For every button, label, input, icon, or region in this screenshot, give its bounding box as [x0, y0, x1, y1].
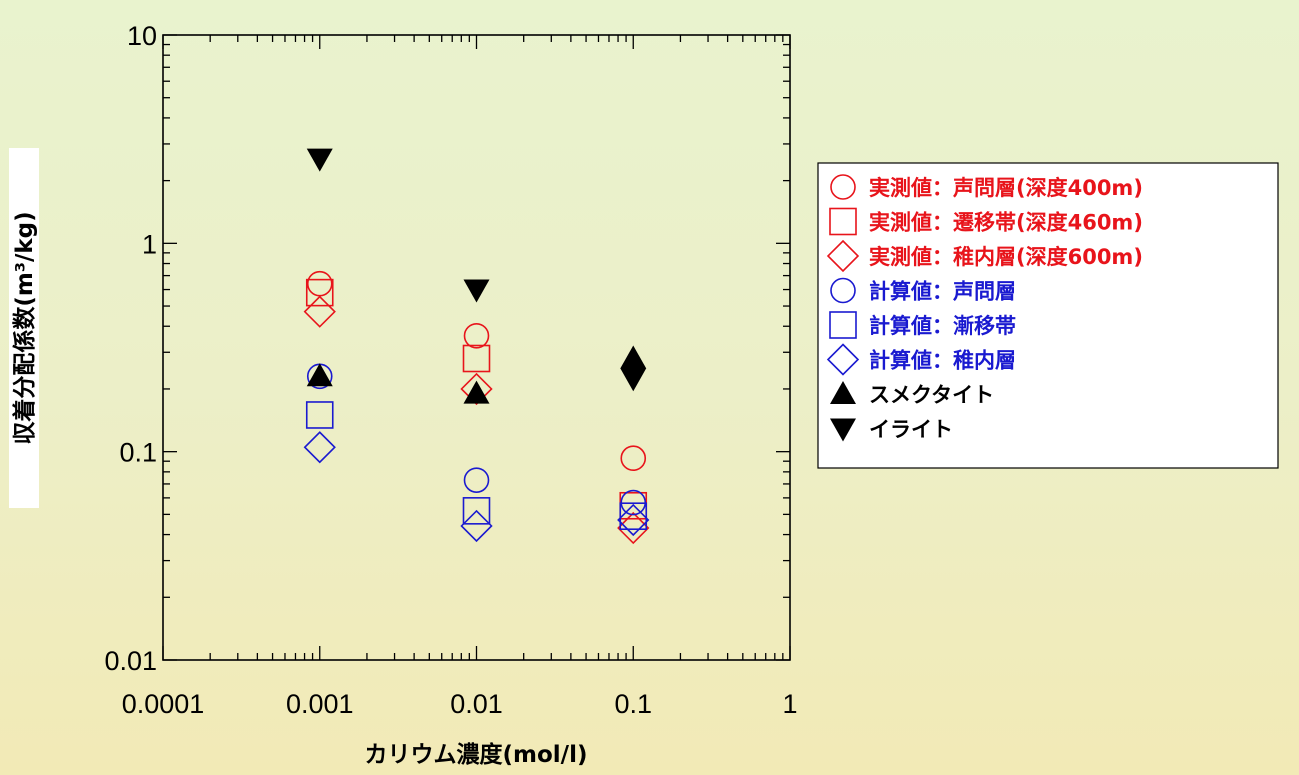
- legend-label: 実測値：声問層(深度400m): [869, 176, 1143, 200]
- legend-label: 実測値：遷移帯(深度460m): [869, 211, 1143, 235]
- legend-marker: [830, 381, 856, 404]
- legend-label: イライト: [869, 418, 953, 442]
- data-point: [617, 511, 650, 545]
- data-point: [306, 363, 333, 387]
- series-7: [306, 148, 647, 392]
- data-point: [460, 372, 493, 406]
- x-axis-tick-labels: 0.0001 0.001 0.01 0.1 1: [122, 689, 798, 719]
- x-tick-label: 0.001: [286, 689, 354, 719]
- legend-item: 計算値：漸移帯: [829, 311, 1016, 339]
- legend-marker: [830, 277, 856, 304]
- legend-marker: [826, 239, 860, 273]
- data-point: [620, 445, 647, 472]
- legend-item: 計算値：稚内層: [826, 343, 1016, 376]
- axis-ticks: [162, 34, 791, 661]
- data-point: [463, 467, 490, 493]
- legend-label: スメクタイト: [869, 383, 994, 407]
- y-tick-label: 10: [127, 21, 157, 51]
- legend-item: スメクタイト: [830, 381, 994, 407]
- legend-marker: [829, 311, 857, 339]
- legend-item: 実測値：遷移帯(深度460m): [829, 207, 1143, 236]
- legend-item: 実測値：声問層(深度400m): [830, 174, 1143, 200]
- legend: 実測値：声問層(深度400m) 実測値：遷移帯(深度460m) 実測値：稚内層(深度…: [817, 162, 1279, 469]
- data-point: [462, 344, 491, 373]
- data-point: [460, 509, 493, 543]
- data-point: [306, 270, 333, 297]
- legend-item: 計算値：声問層: [830, 277, 1016, 304]
- data-point: [463, 322, 490, 349]
- series-6: [306, 345, 647, 404]
- data-point: [303, 295, 336, 328]
- data-point: [305, 401, 334, 429]
- data-point: [620, 345, 647, 369]
- y-axis-title-background: [9, 148, 39, 508]
- data-point: [463, 380, 490, 404]
- y-tick-label: 0.1: [119, 438, 157, 468]
- data-point: [462, 497, 491, 525]
- data-point: [306, 148, 333, 172]
- x-tick-label: 0.0001: [122, 689, 205, 719]
- legend-box: [817, 162, 1279, 469]
- legend-marker: [830, 174, 856, 200]
- x-tick-label: 1: [782, 689, 797, 719]
- legend-label: 実測値：稚内層(深度600m): [869, 245, 1143, 269]
- legend-label: 計算値：稚内層: [869, 349, 1016, 373]
- data-point: [463, 279, 490, 303]
- legend-label: 計算値：声問層: [869, 280, 1016, 304]
- y-axis-title-group: 収着分配係数(m³/kg): [9, 148, 39, 508]
- x-axis-title: カリウム濃度(mol/l): [365, 741, 588, 768]
- data-point: [305, 278, 334, 307]
- y-tick-label: 0.01: [104, 646, 157, 676]
- y-axis-tick-labels: 0.01 0.1 1 10: [104, 21, 157, 676]
- series-5: [303, 431, 650, 543]
- legend-marker: [826, 343, 860, 376]
- data-point: [620, 368, 647, 392]
- series-4: [305, 401, 648, 531]
- data-point: [617, 503, 650, 537]
- y-tick-label: 1: [142, 229, 157, 259]
- x-tick-label: 0.1: [614, 689, 652, 719]
- legend-item: 実測値：稚内層(深度600m): [826, 239, 1143, 273]
- y-axis-title: 収着分配係数(m³/kg): [11, 211, 38, 444]
- data-point: [619, 502, 648, 531]
- legend-marker: [830, 418, 856, 442]
- x-tick-label: 0.01: [450, 689, 503, 719]
- legend-marker: [829, 207, 857, 236]
- legend-label: 計算値：漸移帯: [869, 314, 1016, 338]
- legend-item: イライト: [830, 418, 953, 442]
- data-points: [303, 148, 650, 545]
- data-point: [303, 431, 336, 464]
- series-2: [303, 295, 650, 545]
